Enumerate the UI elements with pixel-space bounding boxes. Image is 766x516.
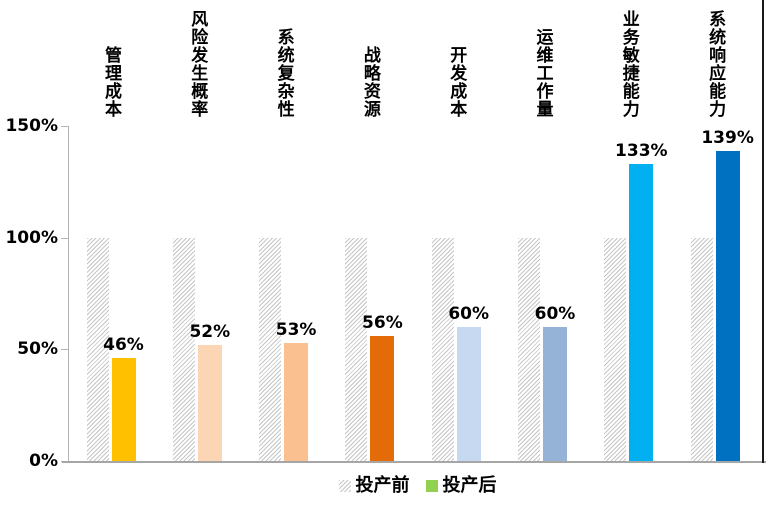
y-tick-label: 0% — [29, 451, 58, 471]
bar-before — [604, 238, 627, 461]
bar-after — [197, 345, 222, 461]
right-border-line — [762, 0, 764, 463]
y-tick-mark — [61, 349, 69, 351]
category-label: 系统复杂性 — [273, 28, 294, 118]
bar-after — [456, 327, 481, 461]
category-label: 业务敏捷能力 — [618, 10, 639, 118]
bar-after — [629, 164, 654, 461]
bar-after — [715, 151, 740, 461]
legend-item-before: 投产前 — [338, 474, 410, 498]
y-axis-line — [68, 126, 69, 463]
value-label: 133% — [615, 141, 668, 161]
legend-label-before: 投产前 — [355, 475, 410, 496]
y-tick-mark — [61, 237, 69, 239]
category-label: 风险发生概率 — [187, 10, 208, 118]
category-label: 战略资源 — [359, 46, 380, 118]
category-label: 运维工作量 — [532, 28, 553, 118]
y-tick-label: 50% — [17, 339, 58, 360]
category-label: 管理成本 — [101, 46, 121, 118]
bar-after — [111, 358, 136, 461]
bar-before — [690, 238, 713, 461]
bar-before — [345, 238, 368, 461]
value-label: 56% — [362, 313, 403, 333]
legend-label-after: 投产后 — [442, 475, 497, 496]
legend: 投产前 投产后 — [69, 474, 766, 498]
y-tick-label: 150% — [5, 116, 58, 136]
category-label: 系统响应能力 — [705, 10, 726, 118]
value-label: 53% — [275, 320, 317, 340]
bar-before — [259, 238, 282, 461]
value-label: 60% — [448, 304, 490, 324]
bar-after — [370, 336, 395, 461]
category-label: 开发成本 — [446, 46, 467, 118]
green-swatch-icon — [425, 480, 438, 492]
bar-after — [543, 327, 567, 461]
bar-before — [431, 238, 454, 461]
y-tick-mark — [61, 126, 69, 127]
value-label: 46% — [103, 335, 144, 355]
bar-after — [284, 343, 309, 461]
value-label: 60% — [534, 304, 576, 324]
x-axis-line — [62, 461, 766, 463]
y-tick-label: 100% — [5, 227, 58, 248]
bar-before — [86, 238, 109, 461]
bar-before — [172, 238, 195, 461]
hatched-swatch-icon — [338, 480, 351, 492]
bar-before — [518, 238, 540, 461]
legend-item-after: 投产后 — [425, 474, 497, 498]
value-label: 139% — [701, 128, 754, 148]
value-label: 52% — [189, 322, 231, 342]
